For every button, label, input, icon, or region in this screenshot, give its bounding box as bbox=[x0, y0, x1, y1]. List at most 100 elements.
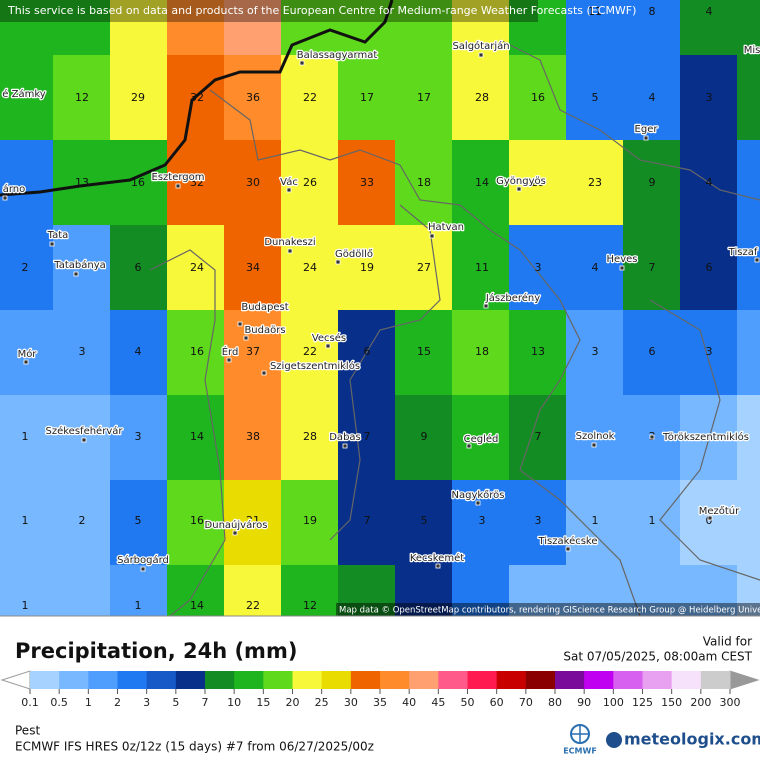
grid-value: 4 bbox=[706, 5, 713, 18]
city-label: Balassagyarmat bbox=[297, 50, 378, 61]
colorbar-cell bbox=[467, 671, 498, 689]
raster-cell bbox=[53, 225, 111, 311]
city-label: Salgótarján bbox=[452, 40, 509, 52]
grid-value: 3 bbox=[135, 430, 142, 443]
raster-cell bbox=[452, 310, 510, 396]
raster-cell bbox=[167, 395, 225, 481]
city-label: Budaörs bbox=[244, 325, 285, 336]
city-label: Kecskemét bbox=[410, 552, 464, 564]
raster-cell bbox=[167, 140, 225, 226]
raster-cell bbox=[224, 55, 282, 141]
meteologix-logo: meteologix.com bbox=[606, 730, 760, 749]
city-dot bbox=[649, 434, 655, 440]
grid-value: 22 bbox=[303, 345, 317, 358]
grid-value: 7 bbox=[364, 514, 371, 527]
colorbar-cell bbox=[613, 671, 643, 689]
raster-cell bbox=[395, 140, 453, 226]
city-label: é Zámky bbox=[2, 88, 45, 100]
raster-cell bbox=[452, 0, 510, 56]
colorbar-cell bbox=[700, 671, 731, 689]
grid-value: 16 bbox=[531, 91, 545, 104]
city-labels: é Zámky Balassagyarmat Salgótarján Mis Eger E… bbox=[1, 39, 760, 572]
grid-value: 4 bbox=[135, 345, 142, 358]
raster-cell bbox=[566, 225, 624, 311]
grid-value: 16 bbox=[190, 345, 204, 358]
grid-value: 5 bbox=[592, 91, 599, 104]
grid-value: 28 bbox=[475, 91, 489, 104]
colorbar-label: 0.1 bbox=[21, 696, 39, 709]
valid-label: Valid for bbox=[703, 635, 752, 649]
colorbar-cell bbox=[292, 671, 323, 689]
raster-cell bbox=[509, 480, 567, 566]
raster-cell bbox=[0, 565, 54, 616]
grid-value: 1 bbox=[22, 514, 29, 527]
city-label: Nagykőrös bbox=[451, 489, 504, 501]
city-dot bbox=[261, 370, 267, 376]
grid-value: 26 bbox=[303, 176, 317, 189]
grid-value: 32 bbox=[190, 176, 204, 189]
colorbar-label: 7 bbox=[202, 696, 209, 709]
city-label: Cegléd bbox=[464, 433, 499, 445]
grid-value: 38 bbox=[246, 430, 260, 443]
raster-cell bbox=[737, 395, 760, 481]
raster-cell bbox=[338, 55, 396, 141]
grid-value: 19 bbox=[303, 514, 317, 527]
city-label: Dunakeszi bbox=[264, 237, 315, 248]
legend-title: Precipitation, 24h (mm) bbox=[15, 639, 297, 663]
city-label: Tatabánya bbox=[53, 259, 106, 271]
city-label: Eger bbox=[635, 124, 659, 135]
city-dot bbox=[73, 271, 79, 277]
city-label: Érd bbox=[222, 345, 239, 358]
colorbar-cell bbox=[88, 671, 118, 689]
grid-value: 11 bbox=[475, 261, 489, 274]
raster-cell bbox=[452, 225, 510, 311]
colorbar-cell bbox=[59, 671, 89, 689]
colorbar-label: 200 bbox=[690, 696, 711, 709]
colorbar-cell bbox=[30, 671, 60, 689]
grid-value: 8 bbox=[649, 5, 656, 18]
grid-value: 17 bbox=[417, 91, 431, 104]
raster-cell bbox=[623, 55, 681, 141]
raster-cell bbox=[53, 310, 111, 396]
raster-cell bbox=[53, 55, 111, 141]
raster-cell bbox=[338, 565, 396, 616]
raster-cell bbox=[395, 0, 453, 56]
raster-cell bbox=[224, 225, 282, 311]
colorbar-label: 150 bbox=[661, 696, 682, 709]
raster-cell bbox=[110, 140, 168, 226]
raster-cell bbox=[395, 225, 453, 311]
grid-value: 24 bbox=[190, 261, 204, 274]
raster-cell bbox=[509, 0, 567, 56]
raster-cell bbox=[0, 480, 54, 566]
grid-value: 6 bbox=[135, 261, 142, 274]
raster-cell bbox=[281, 55, 339, 141]
grid-value: 4 bbox=[592, 261, 599, 274]
grid-value: 13 bbox=[75, 176, 89, 189]
city-label: Tata bbox=[47, 230, 69, 241]
grid-value: 14 bbox=[190, 599, 204, 612]
city-dot bbox=[483, 303, 489, 309]
grid-value: 3 bbox=[479, 514, 486, 527]
raster-cell bbox=[737, 55, 760, 141]
raster-cell bbox=[680, 480, 738, 566]
colorbar-label: 50 bbox=[461, 696, 475, 709]
city-dot bbox=[435, 563, 441, 569]
grid-value: 30 bbox=[246, 176, 260, 189]
colorbar-label: 1 bbox=[85, 696, 92, 709]
grid-value: 11 bbox=[588, 5, 602, 18]
city-dot bbox=[226, 357, 232, 363]
colorbar-label: 30 bbox=[344, 696, 358, 709]
raster-cell bbox=[224, 480, 282, 566]
colorbar-label: 70 bbox=[519, 696, 533, 709]
raster-cell bbox=[452, 55, 510, 141]
city-dot bbox=[516, 186, 522, 192]
raster-cell bbox=[566, 480, 624, 566]
raster-cell bbox=[167, 480, 225, 566]
raster-cell bbox=[737, 225, 760, 311]
raster-cell bbox=[566, 310, 624, 396]
raster-cell bbox=[0, 140, 54, 226]
city-label: Törökszentmiklós bbox=[662, 431, 749, 443]
raster-cell bbox=[281, 480, 339, 566]
city-label: Tiszakécske bbox=[537, 535, 597, 547]
